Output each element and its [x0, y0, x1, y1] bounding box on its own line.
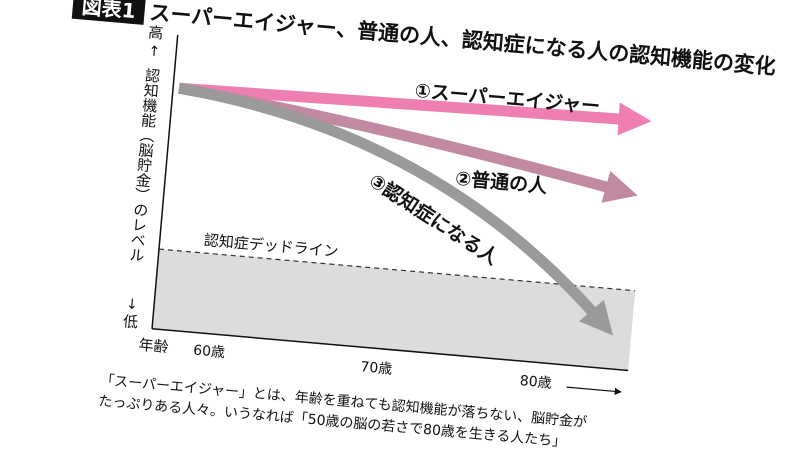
title: スーパーエイジャー、普通の人、認知症になる人の認知機能の変化 — [149, 0, 777, 79]
deadline-line — [158, 248, 636, 292]
x-label: 年齢 — [138, 336, 169, 357]
super-ager-arrow — [178, 82, 652, 136]
age-arrow — [566, 386, 622, 395]
dementia-arrow — [178, 82, 614, 336]
rotated-figure: 図表1 スーパーエイジャー、普通の人、認知症になる人の認知機能の変化 ①スーパー… — [71, 0, 777, 449]
y-label: 認知機能（脳貯金）のレベル — [127, 67, 162, 263]
x-axis — [151, 328, 629, 372]
figure-label: 図表1 — [81, 0, 137, 23]
deadline-area — [152, 249, 636, 371]
x-tick: 60歳 — [193, 342, 226, 361]
arrow-down: ↓ — [125, 296, 138, 313]
x-tick: 80歳 — [519, 373, 552, 392]
x-tick: 70歳 — [360, 359, 393, 378]
y-high: 高 — [148, 23, 165, 42]
label-box — [71, 0, 146, 25]
y-low: 低 — [122, 312, 139, 331]
arrow-up: ↑ — [148, 43, 161, 60]
y-axis — [151, 34, 179, 329]
